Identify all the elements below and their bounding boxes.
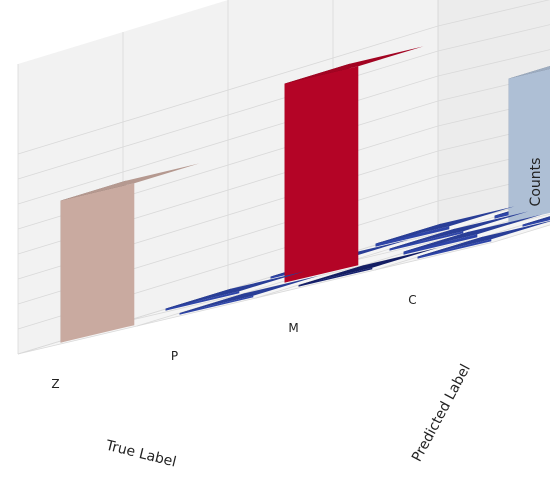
tick-labels: ZPMCZPMC0255075100125150175200 [51,293,416,391]
bar-front-face [508,68,550,223]
bar-top-face [522,216,550,225]
grid-line [17,75,439,205]
x-axis-label: True Label [103,437,178,470]
bar-top-face [375,206,515,244]
bar-top-face [508,66,550,79]
grid-line [332,206,550,259]
grid-line [17,241,495,355]
bar-M-Z [298,247,438,287]
x-tick-label: C [408,293,416,307]
bar-front-face [522,218,550,227]
bar-front-face [179,295,254,315]
grid-line [437,24,550,52]
bar-top-face [179,275,319,314]
bar-P-Z [179,275,319,315]
bar-Z-C [375,206,515,247]
bar-front-face [417,239,492,259]
bar-top-face [60,163,200,201]
bar-top-face [403,214,543,252]
bar-M-P [403,214,543,255]
bars [60,46,550,343]
grid-line [437,49,550,77]
bar-top-face [389,211,529,249]
z-axis-label: Counts [528,158,544,207]
grid-line [437,0,550,27]
x-tick-label: Z [51,377,59,391]
bar-C-Z [417,220,550,259]
y-axis-label: Predicted Label [409,362,474,465]
x-tick-label: M [288,321,298,335]
bar-front-face [389,231,464,251]
bar-P-M [389,211,529,251]
bar-front-face [403,234,478,255]
bar-top-face [298,247,438,286]
bar-Z-Z [60,163,200,343]
bar-front-face [165,291,240,311]
bar-front-face [375,226,450,247]
bar-front-face [298,267,373,287]
bar-P-P [284,46,424,283]
bar-front-face [60,183,135,343]
bar-Z-P [165,271,305,311]
x-tick-label: P [171,349,178,363]
bar-top-face [417,220,550,257]
bar-top-face [284,46,424,84]
grid-line [17,25,439,155]
bar-M-M [508,66,550,223]
grid-line [17,50,439,180]
bar-C-P [522,216,550,227]
bar-front-face [284,66,359,283]
bar-top-face [165,271,305,309]
